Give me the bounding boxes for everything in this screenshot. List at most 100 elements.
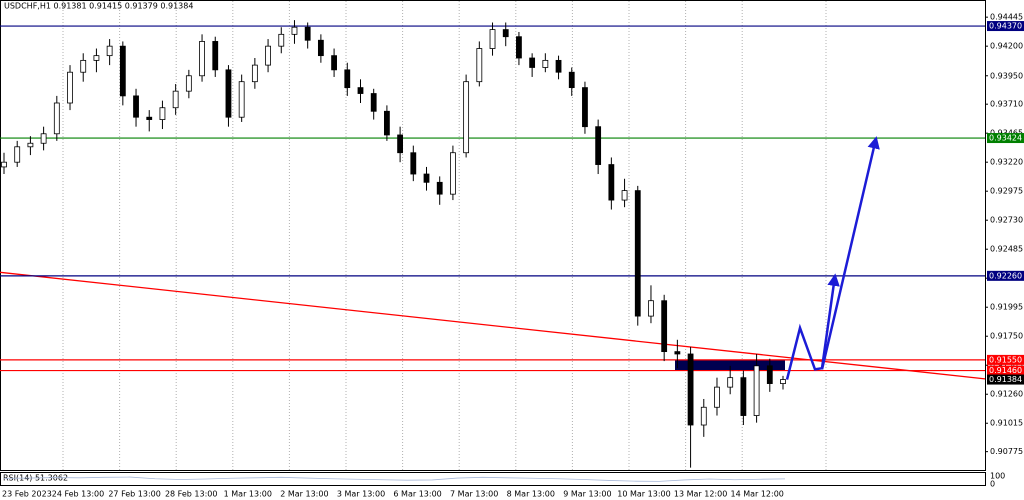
x-tick-label: 24 Feb 13:00 — [52, 490, 104, 499]
candle-body — [212, 41, 219, 71]
candle-body — [199, 41, 205, 77]
plot-frame — [0, 0, 986, 471]
candle-body — [753, 365, 760, 416]
x-tick-label: 6 Mar 13:00 — [393, 490, 441, 499]
candle-body — [53, 102, 60, 135]
candle-body — [423, 173, 430, 183]
y-tick-label: 0.91260 — [990, 390, 1023, 399]
candle-body — [397, 134, 404, 154]
level-label: 0.93424 — [989, 134, 1022, 143]
zone — [675, 359, 785, 371]
candle-body — [146, 116, 153, 120]
candle-body — [291, 26, 298, 35]
candle-body — [27, 142, 34, 148]
candle-body — [582, 87, 588, 128]
trend-line — [0, 271, 986, 380]
x-tick-label: 10 Mar 13:00 — [617, 490, 670, 499]
rsi-frame — [0, 472, 986, 486]
x-tick-label: 28 Feb 13:00 — [165, 490, 217, 499]
x-tick-label: 8 Mar 13:00 — [507, 490, 555, 499]
candle-body — [133, 95, 139, 118]
y-tick-label: 0.91995 — [990, 303, 1023, 312]
candle-body — [555, 59, 562, 73]
candle-body — [119, 45, 126, 97]
candle-body — [93, 55, 100, 61]
x-tick-label: 7 Mar 13:00 — [450, 490, 498, 499]
level-label-box — [987, 374, 1024, 385]
candle-body — [67, 71, 73, 104]
x-tick-label: 2 Mar 13:00 — [280, 490, 328, 499]
y-tick-label: 0.90775 — [990, 447, 1023, 456]
level-label-box — [987, 365, 1024, 376]
candle-body — [516, 36, 522, 59]
candle-body — [450, 152, 456, 195]
candle-body — [185, 75, 192, 92]
candle-body — [251, 64, 258, 83]
candle-body — [331, 55, 337, 71]
y-tick-label: 0.93220 — [990, 158, 1023, 167]
x-tick-label: 23 Feb 2023 — [2, 490, 52, 499]
level-label: 0.94370 — [989, 22, 1022, 31]
candle-body — [40, 133, 47, 144]
rsi-tick-label: 100 — [990, 472, 1005, 481]
candle-body — [700, 406, 707, 426]
y-tick-label: 0.94445 — [990, 13, 1023, 22]
level-label: 0.91550 — [989, 355, 1022, 364]
candle-body — [727, 377, 734, 388]
rsi-line — [3, 476, 786, 482]
x-tick-label: 9 Mar 13:00 — [563, 490, 611, 499]
candle-body — [14, 146, 21, 163]
y-tick-label: 0.91505 — [990, 361, 1023, 370]
y-tick-label: 0.92730 — [990, 216, 1023, 225]
candle-body — [410, 152, 417, 175]
level-label-box — [987, 133, 1024, 144]
candle-body — [172, 90, 179, 109]
y-tick-label: 0.94200 — [990, 42, 1023, 51]
x-tick-label: 3 Mar 13:00 — [337, 490, 385, 499]
level-label: 0.91460 — [989, 366, 1022, 375]
candle-body — [648, 300, 654, 317]
level-label-box — [987, 21, 1024, 32]
rsi-tick-label: 0 — [990, 480, 995, 489]
candle-body — [238, 81, 245, 118]
candle-body — [159, 107, 166, 120]
candle-body — [568, 71, 575, 89]
candle-body — [265, 45, 271, 66]
candle-body — [766, 365, 773, 384]
candle-body — [595, 126, 602, 165]
candle-body — [370, 93, 377, 112]
candle-body — [634, 190, 641, 317]
x-tick-label: 27 Feb 13:00 — [108, 490, 160, 499]
y-tick-label: 0.93710 — [990, 100, 1023, 109]
candle-body — [608, 164, 615, 201]
candle-body — [661, 300, 668, 353]
candle-body — [436, 181, 443, 195]
candle-body — [621, 190, 628, 201]
candle-body — [674, 351, 681, 355]
candle-body — [1, 161, 7, 168]
candle-body — [80, 59, 87, 73]
level-label-box — [987, 270, 1024, 281]
x-tick-label: 13 Mar 12:00 — [674, 490, 727, 499]
candle-body — [344, 69, 351, 89]
y-tick-label: 0.91750 — [990, 332, 1023, 341]
candle-body — [317, 39, 324, 57]
candle-body — [278, 33, 285, 47]
candle-body — [476, 48, 483, 83]
candle-body — [304, 26, 311, 41]
x-tick-label: 1 Mar 13:00 — [224, 490, 272, 499]
candle-body — [740, 377, 747, 416]
candle-body — [463, 81, 470, 154]
candle-body — [502, 29, 509, 38]
level-label: 0.92260 — [989, 271, 1022, 280]
level-label: 0.91384 — [989, 375, 1022, 384]
y-tick-label: 0.91015 — [990, 419, 1023, 428]
y-tick-label: 0.92975 — [990, 187, 1023, 196]
projection-arrow — [785, 273, 840, 380]
candle-body — [225, 69, 232, 118]
candle-body — [106, 45, 113, 57]
candle-body — [542, 59, 549, 68]
y-tick-label: 0.93950 — [990, 71, 1023, 80]
chart-title: USDCHF,H1 0.91381 0.91415 0.91379 0.9138… — [4, 2, 193, 11]
